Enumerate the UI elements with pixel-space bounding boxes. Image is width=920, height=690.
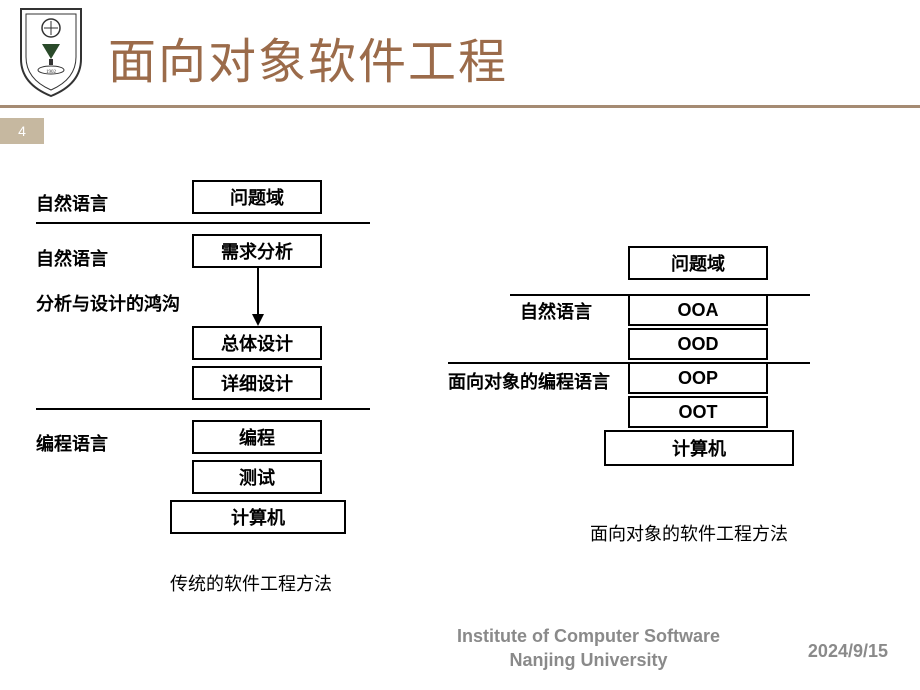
slide-content: 自然语言 问题域 自然语言 需求分析 分析与设计的鸿沟 总体设计 详细设计 编程… (0, 150, 920, 630)
left-box-computer: 计算机 (170, 500, 346, 534)
left-label-2: 自然语言 (36, 245, 108, 271)
left-box-problem-domain: 问题域 (192, 180, 322, 214)
right-box-computer: 计算机 (604, 430, 794, 466)
right-box-problem-domain: 问题域 (628, 246, 768, 280)
right-label-2: 面向对象的编程语言 (448, 368, 610, 394)
footer-institute-line2: Nanjing University (457, 649, 720, 672)
left-label-3: 分析与设计的鸿沟 (36, 290, 180, 316)
svg-text:1902: 1902 (46, 70, 57, 75)
left-box-detail-design: 详细设计 (192, 366, 322, 400)
arrow-down-icon (248, 268, 268, 326)
title-underline (0, 105, 920, 108)
left-divider-1 (36, 222, 370, 224)
footer-date: 2024/9/15 (808, 641, 888, 662)
left-box-overall-design: 总体设计 (192, 326, 322, 360)
slide-number-badge: 4 (0, 118, 44, 144)
right-box-ood: OOD (628, 328, 768, 360)
right-caption: 面向对象的软件工程方法 (590, 520, 788, 546)
right-divider-1a (510, 294, 628, 296)
right-divider-1b (768, 294, 810, 296)
left-box-testing: 测试 (192, 460, 322, 494)
left-label-4: 编程语言 (36, 430, 108, 456)
left-label-1: 自然语言 (36, 190, 108, 216)
right-label-1: 自然语言 (520, 298, 592, 324)
right-box-oop: OOP (628, 362, 768, 394)
right-box-oot: OOT (628, 396, 768, 428)
footer-institute-line1: Institute of Computer Software (457, 625, 720, 648)
right-divider-2b (768, 362, 810, 364)
slide-header: 1902 面向对象软件工程 4 (0, 0, 920, 125)
left-box-requirements: 需求分析 (192, 234, 322, 268)
footer-institute: Institute of Computer Software Nanjing U… (457, 625, 720, 672)
slide-title: 面向对象软件工程 (108, 22, 508, 92)
left-divider-2 (36, 408, 370, 410)
right-divider-2a (448, 362, 628, 364)
left-caption: 传统的软件工程方法 (170, 570, 332, 596)
left-box-programming: 编程 (192, 420, 322, 454)
right-box-ooa: OOA (628, 294, 768, 326)
university-logo: 1902 (16, 4, 86, 99)
